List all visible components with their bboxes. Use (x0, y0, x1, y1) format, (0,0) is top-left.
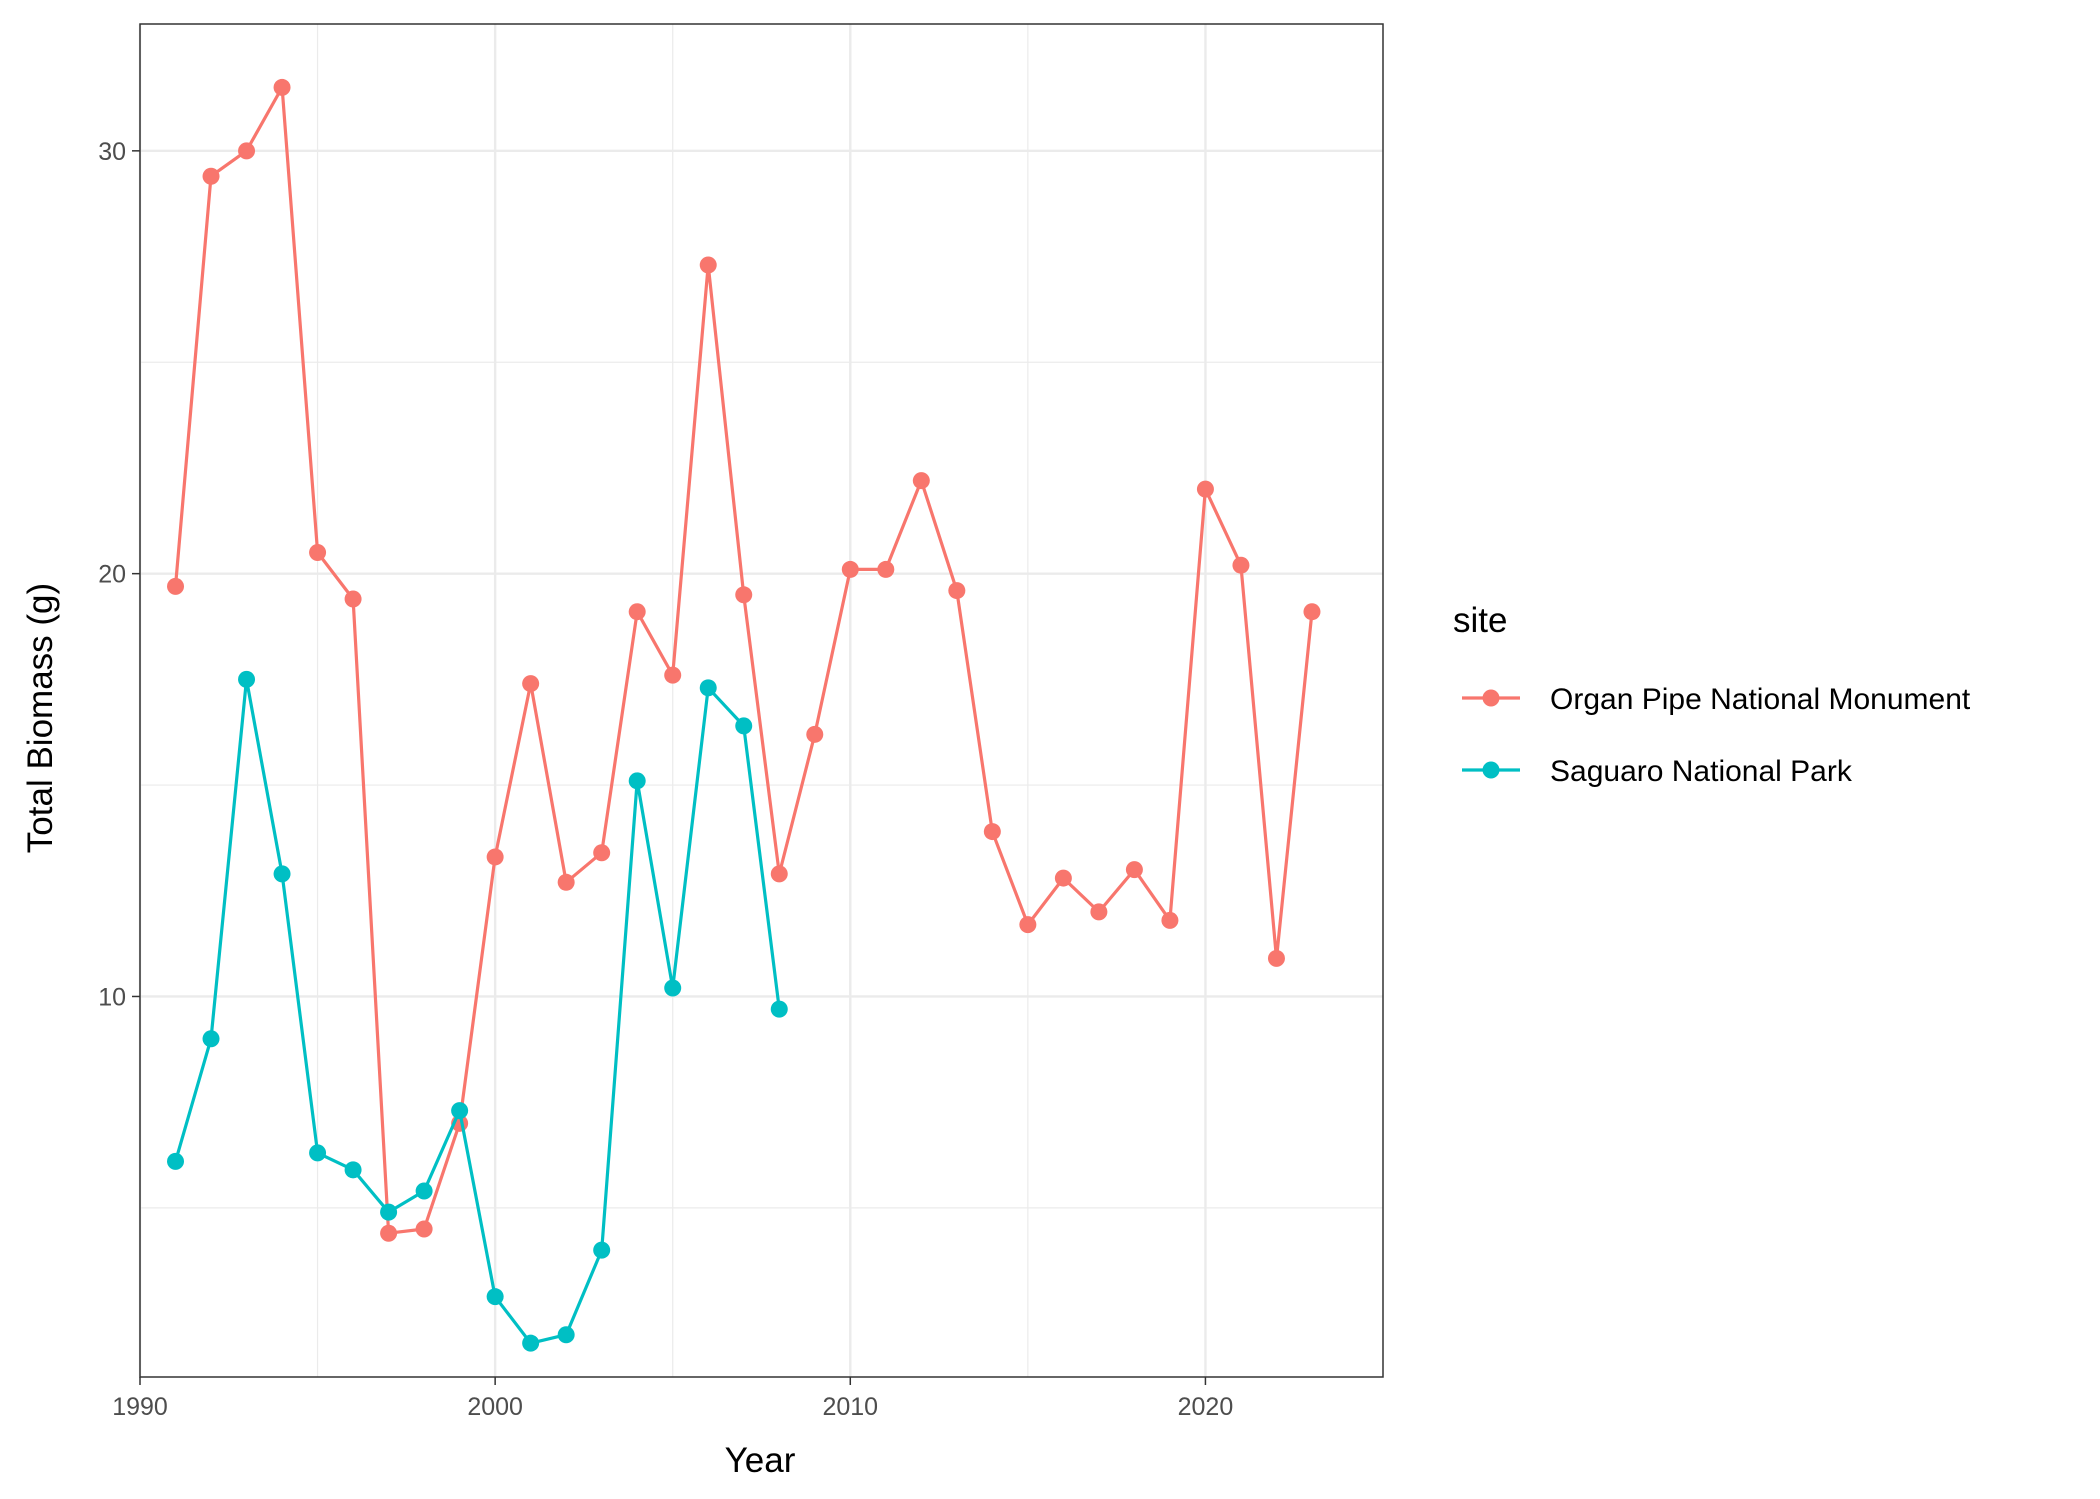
data-point (522, 1334, 540, 1352)
x-tick-label: 2000 (467, 1393, 523, 1421)
y-tick-label: 10 (98, 983, 126, 1011)
data-point (1161, 911, 1179, 929)
data-point (806, 725, 824, 743)
data-point (522, 675, 540, 693)
data-point (451, 1102, 469, 1120)
data-point (380, 1224, 398, 1242)
data-point (983, 823, 1001, 841)
data-point (593, 844, 611, 862)
data-point (699, 679, 717, 697)
data-point (309, 1144, 327, 1162)
data-point (238, 142, 256, 160)
x-tick-label: 2020 (1178, 1393, 1234, 1421)
data-point (770, 1000, 788, 1018)
data-point (1090, 903, 1108, 921)
legend-label: Organ Pipe National Monument (1550, 683, 1971, 716)
data-point (948, 582, 966, 600)
data-point (344, 590, 362, 608)
y-tick-label: 30 (98, 138, 126, 166)
data-point (486, 848, 504, 866)
panel-border (139, 23, 1384, 1378)
data-point (1019, 916, 1037, 934)
data-point (344, 1161, 362, 1179)
data-point (202, 167, 220, 185)
data-point (1125, 861, 1143, 879)
data-point (664, 666, 682, 684)
y-axis-title: Total Biomass (g) (21, 583, 60, 853)
data-point (273, 78, 291, 96)
data-point (486, 1288, 504, 1306)
data-point (664, 979, 682, 997)
x-axis-title: Year (725, 1441, 796, 1480)
legend-key-point (1482, 689, 1500, 707)
data-point (415, 1182, 433, 1200)
series-layer (167, 78, 1321, 1352)
series-line (173, 677, 781, 1345)
legend-title: site (1453, 601, 1507, 640)
data-point (557, 873, 575, 891)
data-point (735, 717, 753, 735)
data-point (1054, 869, 1072, 887)
data-point (202, 1030, 220, 1048)
data-point (735, 586, 753, 604)
x-tick-label: 1990 (112, 1393, 168, 1421)
data-point (380, 1203, 398, 1221)
series-2 (167, 670, 788, 1352)
data-point (628, 603, 646, 621)
y-tick-label: 20 (98, 561, 126, 589)
data-point (877, 560, 895, 578)
data-point (770, 865, 788, 883)
data-point (557, 1326, 575, 1344)
data-point (167, 1152, 185, 1170)
data-point (912, 472, 930, 490)
data-point (1267, 949, 1285, 967)
data-point (841, 560, 859, 578)
y-tick-labels: 10 20 30 (98, 138, 126, 1012)
data-point (1196, 480, 1214, 498)
data-point (167, 577, 185, 595)
data-point (593, 1241, 611, 1259)
data-point (1232, 556, 1250, 574)
axis-ticks (132, 150, 1207, 1385)
data-point (415, 1220, 433, 1238)
legend-label: Saguaro National Park (1550, 755, 1853, 788)
data-point (699, 256, 717, 274)
x-tick-label: 2010 (822, 1393, 878, 1421)
series-1 (167, 78, 1321, 1242)
x-tick-labels: 1990 2000 2010 2020 (112, 1393, 1233, 1421)
data-point (309, 544, 327, 562)
data-point (273, 865, 291, 883)
data-point (1303, 603, 1321, 621)
data-point (238, 670, 256, 688)
data-point (628, 772, 646, 790)
legend: site Organ Pipe National Monument Saguaro… (1453, 601, 1971, 788)
legend-key-point (1482, 761, 1500, 779)
